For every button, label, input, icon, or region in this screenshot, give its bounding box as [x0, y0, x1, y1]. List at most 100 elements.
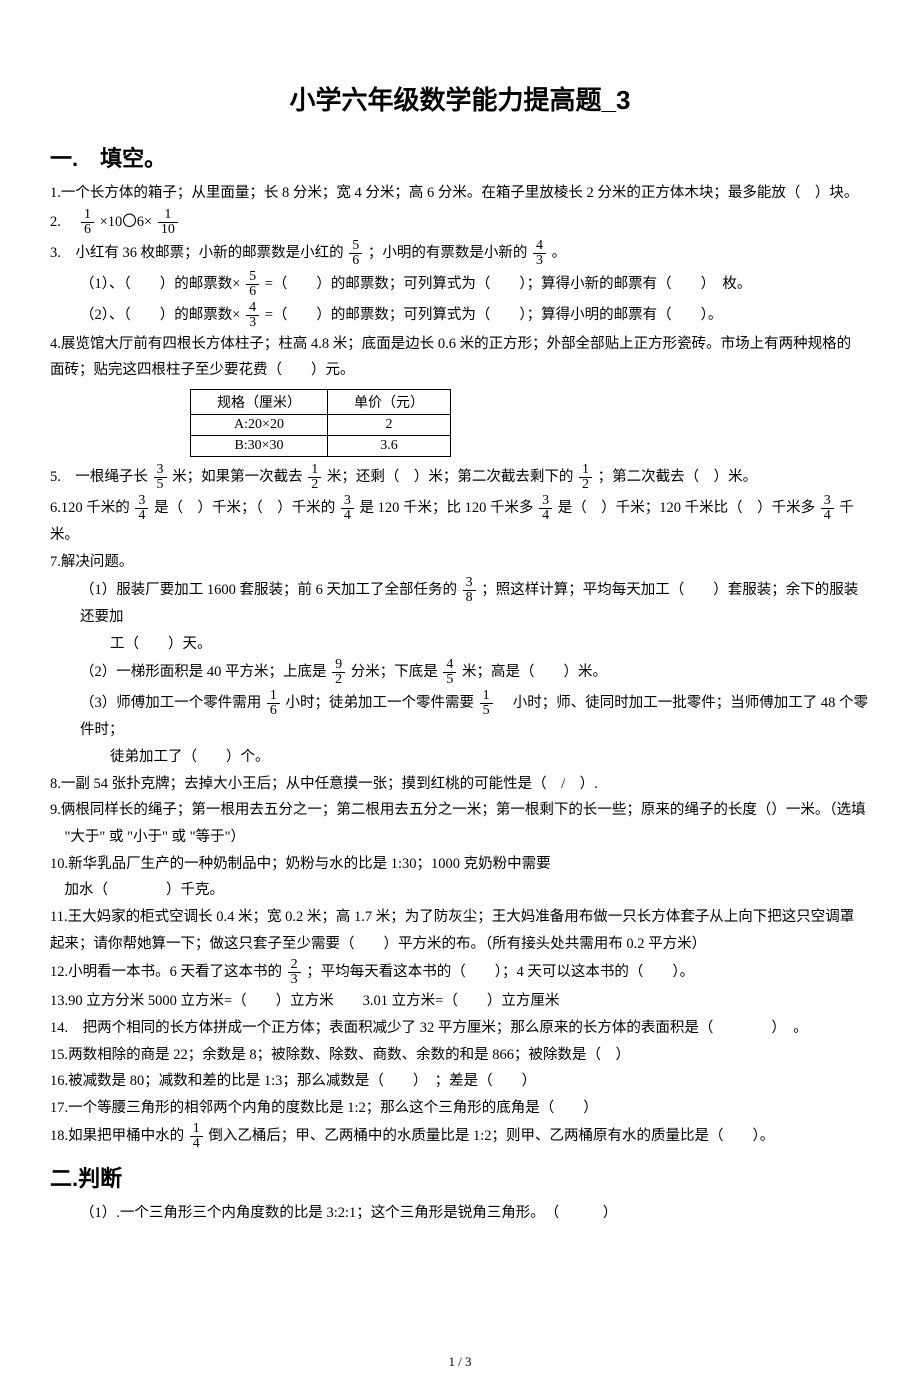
- q16: 16.被减数是 80；减数和差的比是 1:3；那么减数是（ ） ；差是（ ）: [50, 1069, 870, 1094]
- q7-1c: 工（ ）天。: [50, 632, 870, 657]
- q7-2c: 米；高是（ ）米。: [462, 664, 607, 680]
- q12d: 3: [288, 972, 301, 987]
- q18b: 倒入乙桶后；甲、乙两桶中的水质量比是 1:2；则甲、乙两桶原有水的质量比是（ ）…: [208, 1128, 774, 1144]
- s2-q1: （1）.一个三角形三个内角度数的比是 3:2:1；这个三角形是锐角三角形。 （ …: [50, 1201, 870, 1226]
- q7: 7.解决问题。: [50, 550, 870, 575]
- q5-f3n: 1: [579, 463, 592, 477]
- q18a: 18.如果把甲桶中水的: [50, 1128, 188, 1144]
- q7-1n: 3: [463, 576, 476, 590]
- table-header-spec: 规格（厘米）: [191, 389, 328, 414]
- q10a: 10.新华乳品厂生产的一种奶制品中；奶粉与水的比是 1:30；1000 克奶粉中…: [50, 852, 870, 877]
- q6d: 是（ ）千米；120 千米比（ ）千米多: [558, 500, 819, 516]
- q5-f1n: 3: [154, 463, 167, 477]
- table-row: A:20×20 2: [191, 414, 451, 435]
- q5c: 米；还剩（ ）米；第二次截去剩下的: [327, 469, 577, 485]
- q7-2f1d: 2: [332, 672, 345, 687]
- q5b: 米；如果第一次截去: [172, 469, 306, 485]
- q5-f2d: 2: [308, 477, 321, 492]
- q3-frac-2-den: 3: [533, 253, 546, 268]
- q6-frac-4: 3 4: [821, 494, 834, 523]
- table-cell-b-spec: B:30×30: [191, 435, 328, 456]
- q7-3b: 小时；徒弟加工一个零件需要: [286, 695, 478, 711]
- table-header-price: 单价（元）: [328, 389, 451, 414]
- q3-2-den: 3: [246, 315, 259, 330]
- q6c: 是 120 千米；比 120 千米多: [360, 500, 538, 516]
- q14: 14. 把两个相同的长方体拼成一个正方体；表面积减少了 32 平方厘米；那么原来…: [50, 1016, 870, 1041]
- q6b: 是（ ）千米；（ ）千米的: [154, 500, 339, 516]
- q6-f3n: 3: [539, 494, 552, 508]
- q7-3f2n: 1: [480, 689, 493, 703]
- q2-frac-b-num: 1: [158, 208, 178, 222]
- q5-f3d: 2: [579, 477, 592, 492]
- q7-1a: （1）服装厂要加工 1600 套服装；前 6 天加工了全部任务的: [80, 582, 461, 598]
- page-title: 小学六年级数学能力提高题_3: [50, 80, 870, 117]
- spec-table: 规格（厘米） 单价（元） A:20×20 2 B:30×30 3.6: [190, 389, 451, 457]
- table-cell-a-price: 2: [328, 414, 451, 435]
- q2-frac-a-num: 1: [81, 208, 94, 222]
- q6-f4d: 4: [821, 508, 834, 523]
- q7-3: （3）师傅加工一个零件需用 1 6 小时；徒弟加工一个零件需要 1 5 小时；师…: [50, 689, 870, 743]
- q5a: 5. 一根绳子长: [50, 469, 152, 485]
- section-2-heading: 二.判断: [50, 1161, 870, 1193]
- q5-f2n: 1: [308, 463, 321, 477]
- q18d: 4: [190, 1136, 203, 1151]
- q6-f1d: 4: [135, 508, 148, 523]
- q7-3f1n: 1: [267, 689, 280, 703]
- q3-2a: （2）、（ ）的邮票数×: [80, 306, 244, 322]
- q3-sub1: （1）、（ ）的邮票数× 5 6 =（ ）的邮票数；可列算式为（ ）；算得小新的…: [50, 270, 870, 299]
- q3-frac-1-den: 6: [349, 253, 362, 268]
- q3-1-den: 6: [246, 284, 259, 299]
- table-cell-b-price: 3.6: [328, 435, 451, 456]
- q18-frac: 1 4: [190, 1122, 203, 1151]
- q5-f1d: 5: [154, 477, 167, 492]
- q7-3a: （3）师傅加工一个零件需用: [80, 695, 265, 711]
- q2-frac-a-den: 6: [81, 222, 94, 237]
- q3-frac-2-num: 4: [533, 239, 546, 253]
- q6-frac-2: 3 4: [341, 494, 354, 523]
- q9a: 9.俩根同样长的绳子；第一根用去五分之一；第二根用去五分之一米；第一根剩下的长一…: [50, 798, 870, 823]
- q7-2b: 分米；下底是: [351, 664, 442, 680]
- page-number: 1 / 3: [0, 1354, 920, 1370]
- q2-frac-b-den: 10: [158, 222, 178, 237]
- q3-prefix: 3. 小红有 36 枚邮票；小新的邮票数是小红的: [50, 244, 347, 260]
- q7-2f2n: 4: [443, 658, 456, 672]
- q11b: 起来；请你帮她算一下；做这只套子至少需要（ ）平方米的布。（所有接头处共需用布 …: [50, 932, 870, 957]
- q8: 8.一副 54 张扑克牌；去掉大小王后；从中任意摸一张；摸到红桃的可能性是（ /…: [50, 772, 870, 797]
- q6-f4n: 3: [821, 494, 834, 508]
- q15: 15.两数相除的商是 22；余数是 8；被除数、除数、商数、余数的和是 866；…: [50, 1043, 870, 1068]
- q18n: 1: [190, 1122, 203, 1136]
- q5: 5. 一根绳子长 3 5 米；如果第一次截去 1 2 米；还剩（ ）米；第二次截…: [50, 463, 870, 492]
- q2-prefix: 2.: [50, 213, 75, 229]
- q2-frac-b: 1 10: [158, 208, 178, 237]
- q6-f2n: 3: [341, 494, 354, 508]
- section-1-heading: 一. 填空。: [50, 141, 870, 173]
- q3-suffix: 。: [552, 244, 567, 260]
- q7-3d: 徒弟加工了（ ）个。: [50, 745, 870, 770]
- q2-mid: ×10〇6×: [100, 213, 156, 229]
- q7-2: （2）一梯形面积是 40 平方米；上底是 9 2 分米；下底是 4 5 米；高是…: [50, 658, 870, 687]
- q18: 18.如果把甲桶中水的 1 4 倒入乙桶后；甲、乙两桶中的水质量比是 1:2；则…: [50, 1122, 870, 1151]
- q1: 1.一个长方体的箱子；从里面量；长 8 分米；宽 4 分米；高 6 分米。在箱子…: [50, 181, 870, 206]
- q6-f1n: 3: [135, 494, 148, 508]
- q6-frac-1: 3 4: [135, 494, 148, 523]
- q12-frac: 2 3: [288, 958, 301, 987]
- q10b: 加水（ ）千克。: [50, 878, 870, 903]
- q7-1-frac: 3 8: [463, 576, 476, 605]
- q12n: 2: [288, 958, 301, 972]
- q3-frac-1: 5 6: [349, 239, 362, 268]
- q4-line1: 4.展览馆大厅前有四根长方体柱子；柱高 4.8 米；底面是边长 0.6 米的正方…: [50, 332, 870, 357]
- table-row: B:30×30 3.6: [191, 435, 451, 456]
- q7-3f1d: 6: [267, 703, 280, 718]
- q6a: 6.120 千米的: [50, 500, 133, 516]
- q3-frac-1-num: 5: [349, 239, 362, 253]
- q7-2-frac-2: 4 5: [443, 658, 456, 687]
- q3: 3. 小红有 36 枚邮票；小新的邮票数是小红的 5 6 ；小明的有票数是小新的…: [50, 239, 870, 268]
- q11a: 11.王大妈家的柜式空调长 0.4 米；宽 0.2 米；高 1.7 米；为了防灰…: [50, 905, 870, 930]
- q6-frac-3: 3 4: [539, 494, 552, 523]
- q6: 6.120 千米的 3 4 是（ ）千米；（ ）千米的 3 4 是 120 千米…: [50, 494, 870, 548]
- q17: 17.一个等腰三角形的相邻两个内角的度数比是 1:2；那么这个三角形的底角是（ …: [50, 1096, 870, 1121]
- q12a: 12.小明看一本书。6 天看了这本书的: [50, 964, 286, 980]
- q13: 13.90 立方分米 5000 立方米=（ ）立方米 3.01 立方米=（ ）立…: [50, 989, 870, 1014]
- q5-frac-1: 3 5: [154, 463, 167, 492]
- q7-3-frac-1: 1 6: [267, 689, 280, 718]
